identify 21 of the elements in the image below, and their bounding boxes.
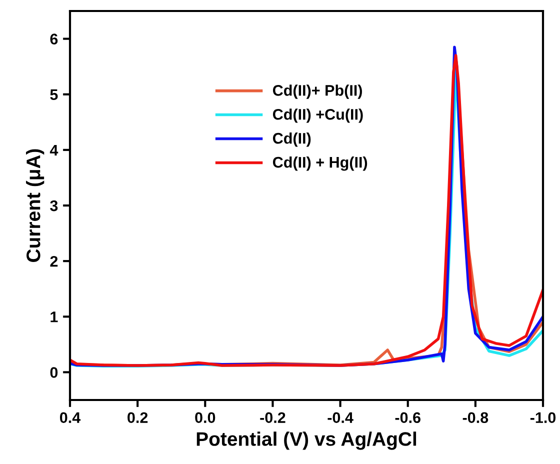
y-tick-label: 1 — [50, 312, 58, 322]
x-tick-label: -0.8 — [462, 412, 488, 424]
x-tick-label: 0.2 — [128, 412, 148, 424]
x-tick-label: 0.4 — [60, 412, 81, 424]
y-tick-label: 3 — [50, 200, 58, 212]
y-tick-label: 0 — [50, 367, 58, 378]
x-tick-label: -0.4 — [328, 412, 354, 424]
x-tick-label: -0.2 — [260, 412, 286, 424]
legend-label: Cd(II)+ Pb(II) — [272, 84, 362, 99]
x-tick-label: -1.0 — [530, 412, 556, 424]
y-axis-title: Current (μA) — [26, 149, 44, 262]
y-tick-label: 5 — [50, 89, 58, 100]
legend-label: Cd(II) — [272, 132, 311, 147]
legend-label: Cd(II) +Cu(II) — [272, 108, 363, 123]
y-tick-label: 4 — [50, 144, 58, 156]
y-tick-label: 2 — [50, 256, 58, 267]
x-tick-label: 0.0 — [195, 412, 216, 424]
y-tick-label: 6 — [50, 34, 58, 44]
x-axis-title: Potential (V) vs Ag/AgCl — [196, 432, 416, 450]
legend-label: Cd(II) + Hg(II) — [272, 156, 368, 171]
x-tick-label: -0.6 — [395, 412, 420, 424]
